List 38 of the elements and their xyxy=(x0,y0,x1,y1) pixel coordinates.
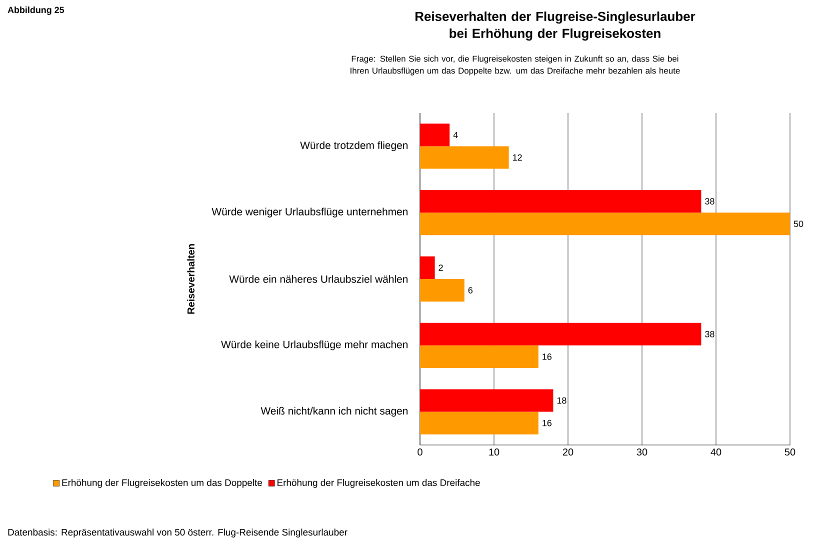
bar xyxy=(420,322,702,346)
data-label: 18 xyxy=(557,397,566,404)
data-label: 2 xyxy=(438,264,443,271)
y-tick-label: Würde ein näheres Urlaubsziel wählen xyxy=(229,275,408,283)
y-axis-title: Reiseverhalten xyxy=(187,244,194,314)
bar xyxy=(420,124,450,146)
x-tick-label: 20 xyxy=(562,448,574,456)
bar xyxy=(420,190,702,213)
data-label: 38 xyxy=(705,330,714,338)
bar xyxy=(420,256,435,279)
y-tick-label: Würde weniger Urlaubsflüge unternehmen xyxy=(212,208,408,218)
x-tick-label: 30 xyxy=(636,448,648,456)
x-tick-label: 0 xyxy=(418,448,422,456)
bar xyxy=(420,389,554,412)
bar xyxy=(420,146,509,169)
bar xyxy=(420,412,538,434)
text: Abbildung 25 xyxy=(8,6,64,15)
data-label: 4 xyxy=(453,132,458,138)
bar xyxy=(420,278,464,302)
data-label: 12 xyxy=(513,154,522,161)
text: Datenbasis: Repräsentativauswahl von 50 österr. Flug-Reisende Singlesurlauber xyxy=(8,528,348,538)
x-tick-label: 50 xyxy=(784,448,796,456)
chart-title: Reiseverhalten der Flugreise-Singlesurlauber bei Erhöhung der Flugreisekosten xyxy=(416,12,696,41)
y-tick-label: Würde keine Urlaubsflüge mehr machen xyxy=(221,340,408,350)
y-tick-label: Weiß nicht/kann ich nicht sagen xyxy=(260,406,408,417)
data-label: 16 xyxy=(542,354,552,360)
data-label: 50 xyxy=(794,220,804,228)
x-tick-label: 10 xyxy=(489,448,500,456)
data-label: 16 xyxy=(542,420,552,426)
x-tick-label: 40 xyxy=(710,448,722,456)
chart-subtitle: Frage: Stellen Sie sich vor, die Flugreisekosten steigen in Zukunft so an, dass Sie bei Ihren Urlaubsflügen um das Doppelte bzw. um das Dreifache mehr bezahlen als heute xyxy=(350,56,680,76)
data-label: 6 xyxy=(468,287,473,294)
legend-label: Erhöhung der Flugreisekosten um das Doppelte xyxy=(62,479,262,488)
bar xyxy=(420,212,790,236)
bar xyxy=(420,345,538,368)
y-tick-label: Würde trotzdem fliegen xyxy=(300,141,408,152)
legend-label: Erhöhung der Flugreisekosten um das Dreifache xyxy=(278,479,480,488)
data-label: 38 xyxy=(705,198,714,204)
